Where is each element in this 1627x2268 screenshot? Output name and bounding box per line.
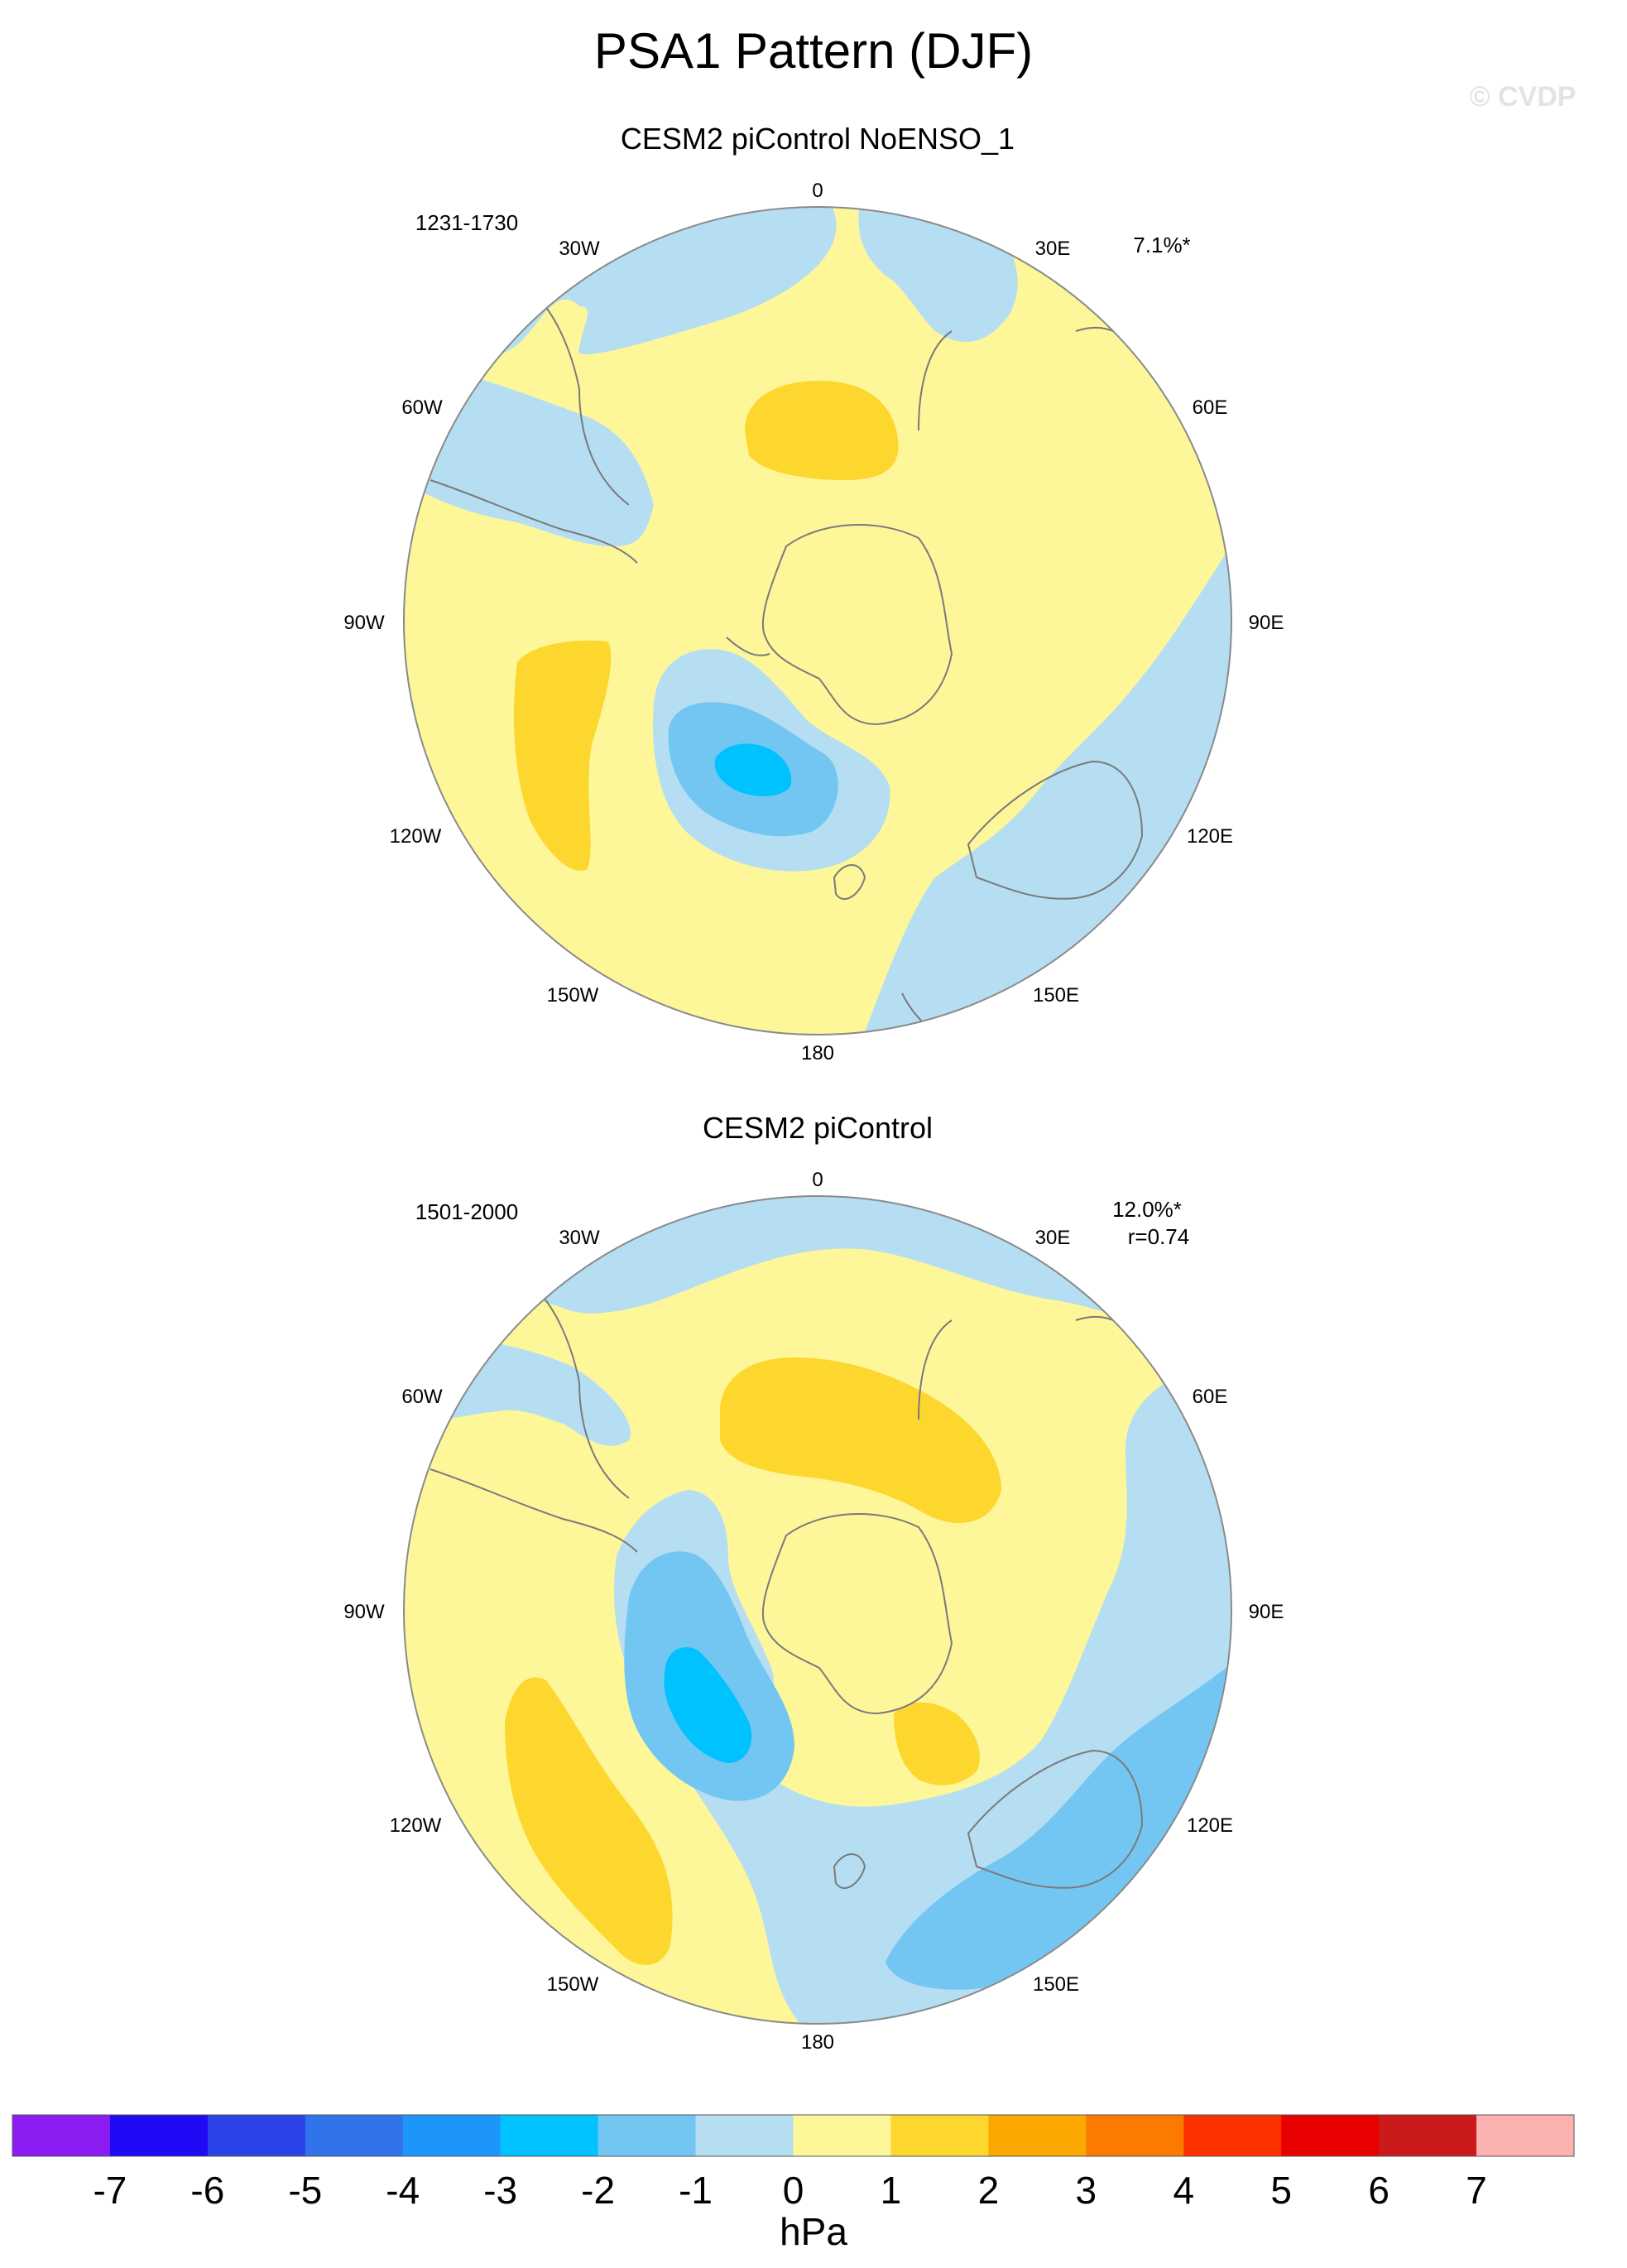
colorbar-cell (1281, 2115, 1380, 2156)
colorbar-cell (109, 2115, 209, 2156)
colorbar-cell (1379, 2115, 1477, 2156)
colorbar-tick-label: -4 (386, 2169, 420, 2212)
panel-2-lon-label: 120E (1187, 1814, 1233, 1837)
colorbar-tick-label: 0 (783, 2169, 804, 2212)
colorbar-tick-label: 3 (1076, 2169, 1097, 2212)
panel-2-positive-center-south (894, 1702, 980, 1785)
panel-1-lon-label: 0 (812, 180, 823, 202)
panel-1-longitude-labels: 0 30E 60E 90E 120E 150E 180 150W 120W 90… (343, 180, 1284, 1064)
colorbar-cell (1476, 2115, 1575, 2156)
panel-2-variance: 12.0%* (1112, 1197, 1182, 1222)
panel-2-lon-label: 180 (801, 2031, 834, 2054)
panel-2-lon-label: 150W (547, 1973, 599, 1996)
colorbar-tick-label: -6 (190, 2169, 224, 2212)
panel-1-years: 1231-1730 (415, 210, 518, 235)
panel-2-lon-label: 0 (812, 1169, 823, 1191)
colorbar-cell (12, 2115, 111, 2156)
panel-2-lon-label: 90E (1249, 1601, 1284, 1623)
colorbar-tick-labels: -7 -6 -5 -4 -3 -2 -1 0 1 2 3 4 5 6 7 (93, 2169, 1486, 2212)
panel-1-lon-label: 180 (801, 1042, 834, 1064)
colorbar-cell (207, 2115, 306, 2156)
panel-2-lon-label: 150E (1033, 1973, 1079, 1996)
panel-2-title: CESM2 piControl (703, 1111, 933, 1145)
panel-2-correlation: r=0.74 (1128, 1224, 1189, 1249)
colorbar-tick-label: -7 (93, 2169, 127, 2212)
colorbar-unit: hPa (780, 2210, 847, 2253)
panel-1-lon-label: 60E (1193, 396, 1228, 419)
panel-2-positive-center-north (720, 1357, 1001, 1523)
map-panel-1: CESM2 piControl NoENSO_1 1231-1730 7.1%* (343, 122, 1284, 1064)
colorbar-tick-label: 4 (1173, 2169, 1194, 2212)
map-panel-2: CESM2 piControl 1501-2000 12.0%* r=0.74 (343, 1111, 1284, 2054)
panel-2-coastlines (430, 1290, 1144, 1890)
colorbar-cell (988, 2115, 1087, 2156)
colorbar-tick-label: 5 (1270, 2169, 1292, 2212)
panel-1-negative-center-core (714, 743, 792, 796)
figure-title: PSA1 Pattern (DJF) (594, 23, 1033, 79)
panel-1-coastlines (430, 297, 1144, 1027)
panel-1-lon-label: 90E (1249, 612, 1284, 634)
colorbar-tick-label: 7 (1466, 2169, 1487, 2212)
colorbar-cell (305, 2115, 404, 2156)
panel-1-lon-label: 120W (390, 825, 442, 848)
panel-1-lon-label: 30E (1035, 238, 1071, 260)
colorbar-tick-label: -2 (581, 2169, 615, 2212)
panel-1-lon-label: 120E (1187, 825, 1233, 848)
panel-1-positive-center-north (745, 381, 899, 480)
panel-1-positive-center-west (513, 640, 612, 871)
panel-2-longitude-labels: 0 30E 60E 90E 120E 150E 180 150W 120W 90… (343, 1169, 1284, 2054)
colorbar-tick-label: -5 (288, 2169, 322, 2212)
colorbar-tick-label: 6 (1368, 2169, 1389, 2212)
colorbar-cell (500, 2115, 599, 2156)
colorbar-cell (1183, 2115, 1282, 2156)
panel-2-years: 1501-2000 (415, 1199, 518, 1224)
panel-1-map-boundary (403, 206, 1232, 1035)
colorbar: -7 -6 -5 -4 -3 -2 -1 0 1 2 3 4 5 6 7 hPa (12, 2114, 1575, 2253)
panel-2-lon-label: 120W (390, 1814, 442, 1837)
colorbar-cell (793, 2115, 891, 2156)
panel-2-map-boundary (403, 1195, 1232, 2025)
colorbar-cell (890, 2115, 989, 2156)
panel-2-lon-label: 60E (1193, 1386, 1228, 1408)
colorbar-tick-label: 1 (881, 2169, 902, 2212)
panel-1-contour-field (404, 207, 1231, 1035)
panel-2-negative-center-core (664, 1647, 752, 1763)
panel-2-lon-label: 90W (343, 1601, 385, 1623)
colorbar-tick-label: -1 (679, 2169, 713, 2212)
panel-1-lon-label: 30W (559, 238, 600, 260)
colorbar-cell (598, 2115, 697, 2156)
panel-1-lon-label: 150E (1033, 984, 1079, 1007)
colorbar-border (12, 2114, 1575, 2157)
panel-2-positive-center-west (505, 1677, 673, 1965)
panel-1-lon-label: 90W (343, 612, 385, 634)
panel-2-lon-label: 30E (1035, 1227, 1071, 1249)
panel-1-variance: 7.1%* (1133, 233, 1190, 257)
colorbar-cells (12, 2114, 1575, 2157)
panel-1-lon-label: 150W (547, 984, 599, 1007)
panel-2-lon-label: 60W (401, 1386, 443, 1408)
colorbar-cell (695, 2115, 794, 2156)
colorbar-cell (402, 2115, 502, 2156)
colorbar-cell (1086, 2115, 1184, 2156)
panel-2-lon-label: 30W (559, 1227, 600, 1249)
panel-1-title: CESM2 piControl NoENSO_1 (621, 122, 1015, 156)
colorbar-tick-label: 2 (978, 2169, 1000, 2212)
watermark: © CVDP (1470, 81, 1577, 113)
panel-1-lon-label: 60W (401, 396, 443, 419)
colorbar-tick-label: -3 (483, 2169, 517, 2212)
